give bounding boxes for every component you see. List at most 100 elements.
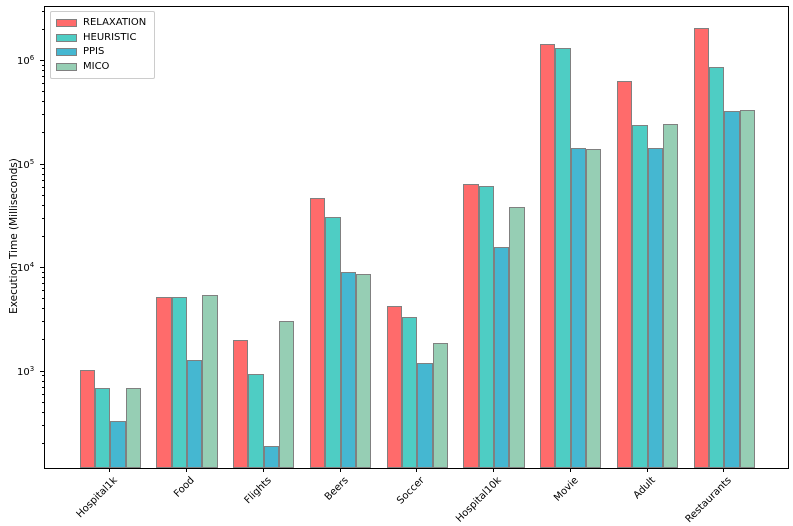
legend-swatch-icon (56, 62, 77, 71)
bar-heuristic-movie (555, 48, 571, 468)
x-tick (723, 468, 724, 472)
bar-relaxation-soccer (386, 306, 402, 468)
legend-swatch-icon (56, 48, 77, 57)
bar-relaxation-flights (233, 340, 249, 468)
legend-label: MICO (83, 60, 110, 72)
y-minor-tick (42, 83, 44, 84)
x-tick (570, 468, 571, 472)
x-tick-label-restaurants: Restaurants (683, 475, 734, 526)
plot-area: RELAXATION HEURISTIC PPIS MICO (44, 6, 789, 469)
y-tick-label: 103 (17, 364, 35, 379)
x-tick (263, 468, 264, 472)
y-minor-tick (42, 65, 44, 66)
y-minor-tick (42, 290, 44, 291)
y-minor-tick (42, 76, 44, 77)
y-minor-tick (42, 236, 44, 237)
y-minor-tick (42, 101, 44, 102)
y-minor-tick (42, 387, 44, 388)
bar-ppis-adult (647, 148, 663, 468)
y-tick-label: 104 (17, 260, 35, 275)
bar-ppis-food (186, 360, 203, 468)
bar-mico-hospital1k (125, 388, 141, 468)
bar-mico-hospital10k (509, 207, 525, 468)
bar-relaxation-movie (540, 44, 556, 468)
bar-relaxation-hospital10k (463, 184, 479, 468)
bar-ppis-movie (570, 148, 587, 468)
bar-mico-soccer (432, 343, 448, 468)
bar-relaxation-hospital1k (79, 370, 95, 468)
bar-relaxation-beers (309, 198, 326, 468)
y-minor-tick (42, 298, 44, 299)
y-tick-label: 105 (17, 157, 35, 172)
x-tick-label-flights: Flights (242, 475, 274, 507)
y-minor-tick (42, 394, 44, 395)
x-tick (340, 468, 341, 472)
x-tick (186, 468, 187, 472)
y-minor-tick (42, 132, 44, 133)
y-minor-tick (42, 91, 44, 92)
bar-heuristic-restaurants (708, 67, 725, 468)
legend-label: HEURISTIC (83, 31, 137, 43)
bar-mico-flights (279, 321, 295, 468)
x-tick (647, 468, 648, 472)
y-tick-label: 106 (17, 53, 35, 68)
bar-mico-food (202, 295, 218, 468)
legend-label: RELAXATION (83, 17, 147, 29)
y-minor-tick (42, 29, 44, 30)
y-major-tick (40, 164, 44, 165)
bar-heuristic-hospital10k (478, 186, 495, 468)
bar-ppis-restaurants (724, 111, 740, 468)
legend: RELAXATION HEURISTIC PPIS MICO (50, 11, 156, 79)
y-minor-tick (42, 283, 44, 284)
y-minor-tick (42, 339, 44, 340)
x-tick-label-hospital1k: Hospital1k (74, 475, 120, 521)
bar-heuristic-hospital1k (94, 388, 111, 468)
bar-heuristic-adult (632, 125, 648, 468)
y-minor-tick (42, 402, 44, 403)
y-major-tick (40, 267, 44, 268)
y-minor-tick (42, 277, 44, 278)
legend-item-mico: MICO (56, 60, 146, 75)
x-tick (416, 468, 417, 472)
bar-mico-movie (586, 149, 602, 468)
y-minor-tick (42, 187, 44, 188)
bar-ppis-flights (263, 446, 280, 468)
bar-mico-restaurants (739, 110, 755, 468)
bar-mico-beers (355, 274, 372, 468)
bar-heuristic-food (171, 297, 187, 468)
y-minor-tick (42, 412, 44, 413)
bar-relaxation-adult (616, 81, 633, 468)
y-minor-tick (42, 114, 44, 115)
x-tick-label-adult: Adult (631, 475, 658, 502)
x-tick-label-beers: Beers (322, 475, 351, 503)
legend-item-relaxation: RELAXATION (56, 16, 146, 31)
y-minor-tick (42, 218, 44, 219)
x-tick-label-soccer: Soccer (395, 475, 427, 507)
x-tick-label-food: Food (172, 475, 197, 500)
legend-item-heuristic: HEURISTIC (56, 31, 146, 46)
y-minor-tick (42, 272, 44, 273)
x-tick-label-hospital10k: Hospital10k (454, 475, 504, 525)
y-minor-tick (42, 375, 44, 376)
y-minor-tick (42, 308, 44, 309)
bar-heuristic-beers (325, 217, 341, 468)
y-minor-tick (42, 180, 44, 181)
y-minor-tick (42, 381, 44, 382)
y-minor-tick (42, 195, 44, 196)
y-major-tick (40, 60, 44, 61)
y-minor-tick (42, 205, 44, 206)
y-minor-tick (42, 70, 44, 71)
bar-ppis-beers (340, 272, 356, 468)
x-tick (493, 468, 494, 472)
legend-swatch-icon (56, 33, 77, 42)
bar-heuristic-soccer (401, 317, 418, 468)
bar-ppis-hospital1k (110, 421, 126, 468)
bar-heuristic-flights (248, 374, 264, 468)
y-minor-tick (42, 443, 44, 444)
y-minor-tick (42, 174, 44, 175)
legend-swatch-icon (56, 19, 77, 28)
bar-ppis-soccer (417, 363, 433, 468)
legend-label: PPIS (83, 46, 105, 58)
bar-relaxation-food (156, 297, 172, 468)
